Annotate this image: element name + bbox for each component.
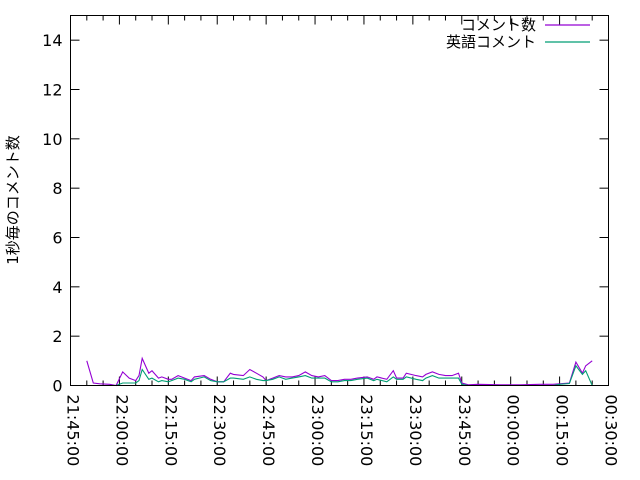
y-tick-label: 8 bbox=[52, 179, 62, 198]
x-tick-label: 22:45:00 bbox=[259, 395, 278, 467]
y-tick-label: 2 bbox=[52, 327, 62, 346]
x-tick-label: 23:45:00 bbox=[455, 395, 474, 467]
x-tick-label: 23:00:00 bbox=[308, 395, 327, 467]
series-line-english bbox=[86, 364, 593, 387]
x-tick-label: 23:15:00 bbox=[357, 395, 376, 467]
x-tick-label: 00:00:00 bbox=[504, 395, 523, 467]
y-tick-label: 6 bbox=[52, 229, 62, 248]
legend-label-total: コメント数 bbox=[461, 16, 536, 34]
x-tick-label: 00:30:00 bbox=[602, 395, 621, 467]
plot-border bbox=[70, 15, 609, 386]
series-line-total bbox=[86, 356, 593, 387]
x-tick-label: 21:45:00 bbox=[64, 395, 83, 467]
x-tick-label: 22:00:00 bbox=[112, 395, 131, 467]
y-tick-label: 12 bbox=[42, 81, 62, 100]
y-tick-label: 10 bbox=[42, 130, 62, 149]
x-tick-label: 00:15:00 bbox=[553, 395, 572, 467]
legend-label-english: 英語コメント bbox=[446, 33, 536, 51]
x-tick-label: 23:30:00 bbox=[406, 395, 425, 467]
legend: コメント数 英語コメント bbox=[446, 16, 590, 51]
x-tick-label: 22:30:00 bbox=[210, 395, 229, 467]
y-tick-label: 0 bbox=[52, 377, 62, 396]
y-tick-label: 14 bbox=[42, 31, 62, 50]
y-axis-label: 1秒毎のコメント数 bbox=[4, 135, 22, 265]
x-tick-label: 22:15:00 bbox=[161, 395, 180, 467]
y-tick-label: 4 bbox=[52, 278, 62, 297]
